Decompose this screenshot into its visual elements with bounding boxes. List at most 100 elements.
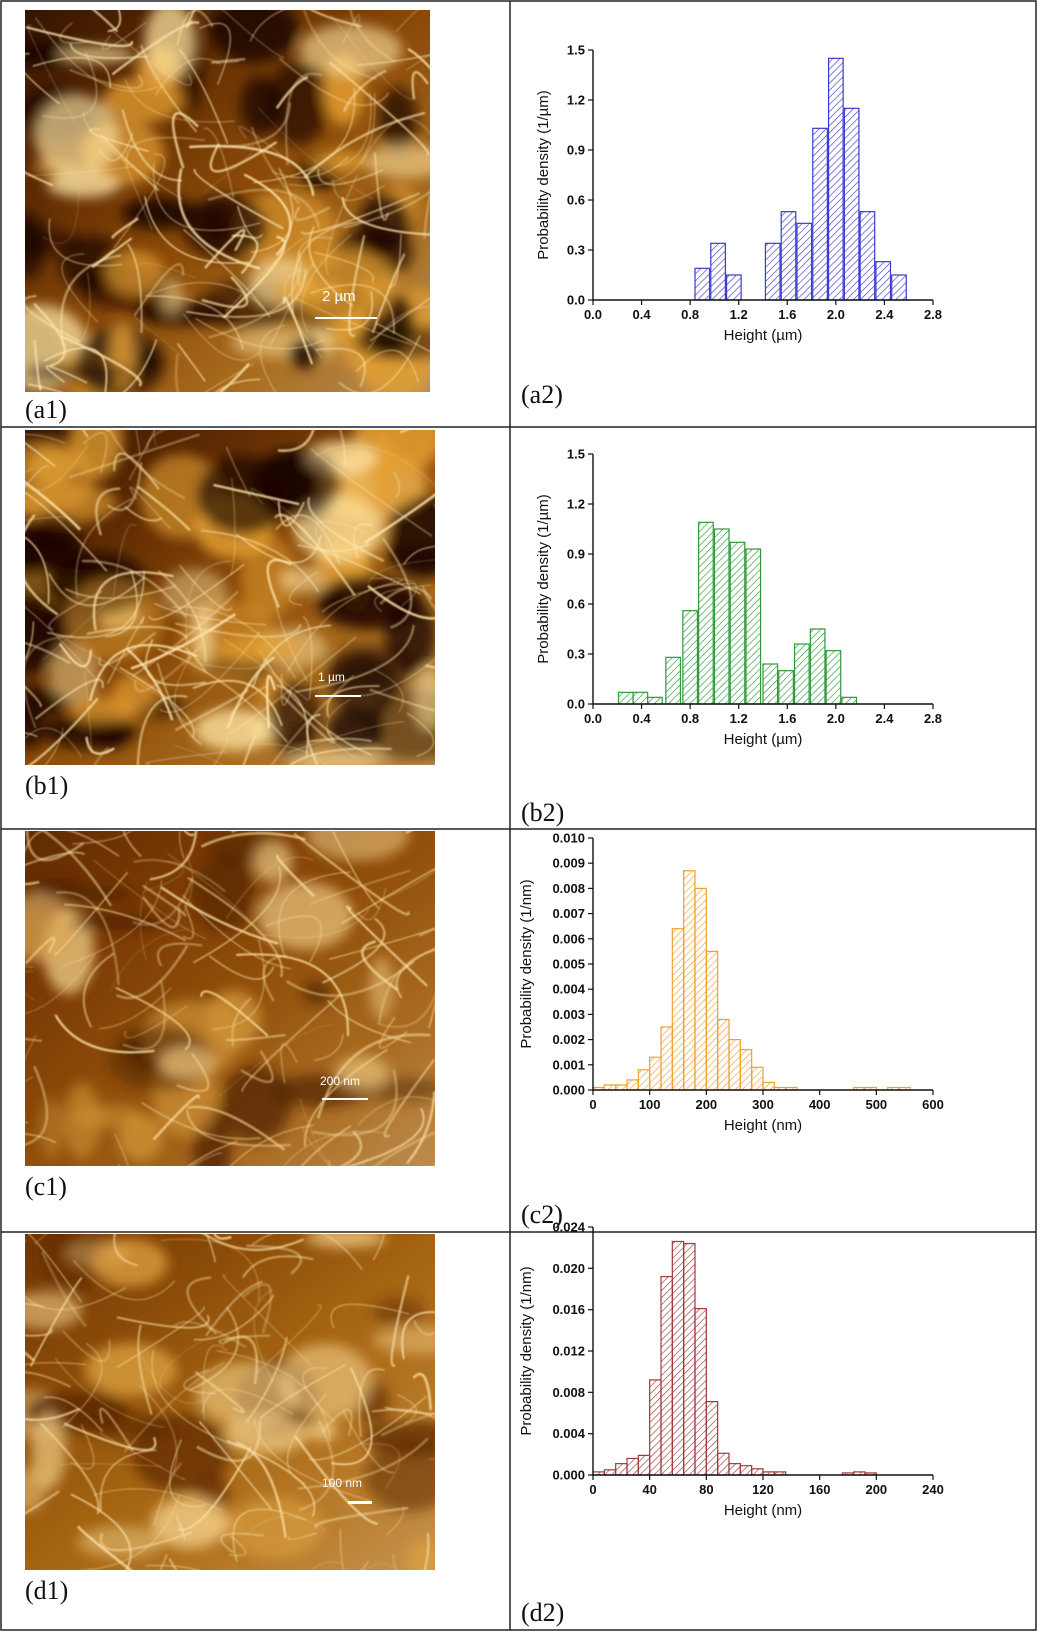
scale-bar-c1 [322, 1098, 368, 1100]
y-tick-label: 0.008 [552, 1385, 585, 1400]
scale-bar-b1 [315, 695, 361, 697]
histogram-bar [729, 541, 746, 705]
histogram-bar [637, 1069, 651, 1091]
x-tick-label: 0.8 [681, 307, 699, 322]
histogram-bar [739, 1465, 753, 1476]
y-tick-label: 0.020 [552, 1261, 585, 1276]
histogram-bar [762, 663, 779, 705]
histogram-bar [796, 222, 813, 301]
y-tick-label: 0.004 [552, 1426, 585, 1441]
histogram-bar [809, 628, 826, 705]
axis-lines [592, 1227, 933, 1476]
y-tick-label: 0.010 [552, 831, 585, 846]
y-tick-label: 0.9 [567, 547, 585, 562]
histogram-bar [617, 691, 634, 705]
y-tick-label: 0.006 [552, 931, 585, 946]
x-tick-label: 500 [865, 1097, 887, 1112]
histogram-bar [632, 691, 649, 705]
histogram-bar [683, 1242, 696, 1476]
x-tick-label: 160 [809, 1482, 831, 1497]
histogram-a2: 0.0 0.4 0.8 1.2 1.6 2.0 2.4 2.8 0.0 0.3 0.6 0.9 1.2 1… [535, 43, 942, 345]
histogram-bar [875, 261, 892, 301]
x-tick-label: 2.4 [875, 711, 894, 726]
histogram-bar [717, 1018, 730, 1091]
histogram-bar [694, 1308, 707, 1476]
histogram-bar [647, 696, 663, 705]
panel-label-b2: (b2) [521, 798, 565, 827]
x-tick-label: 0.0 [584, 307, 602, 322]
x-tick-label: 0.4 [633, 711, 652, 726]
x-tick-label: 240 [922, 1482, 944, 1497]
histogram-bar [603, 1084, 617, 1091]
histogram-c2: 0 100 200 300 400 500 600 0.000 0.001 0.002 0.003 0… [518, 831, 944, 1135]
x-tick-label: 80 [699, 1482, 713, 1497]
afm-image-a1 [25, 10, 430, 392]
afm-image-d1 [25, 1234, 435, 1570]
y-tick-label: 0.005 [552, 957, 585, 972]
y-tick-label: 0.000 [552, 1083, 585, 1098]
x-tick-label: 2.4 [875, 307, 894, 322]
x-tick-label: 1.2 [730, 711, 748, 726]
histogram-bar [780, 211, 797, 301]
x-axis-label: Height (nm) [724, 1502, 802, 1519]
afm-image-b1 [25, 430, 435, 765]
x-tick-label: 2.0 [827, 307, 845, 322]
x-tick-label: 300 [752, 1097, 774, 1112]
y-tick-label: 1.2 [567, 497, 585, 512]
histogram-bar [764, 242, 781, 301]
scale-bar-a1 [315, 317, 377, 319]
y-tick-label: 0.016 [552, 1302, 585, 1317]
y-tick-label: 0.007 [552, 906, 585, 921]
x-tick-label: 1.2 [730, 307, 748, 322]
y-axis-label: Probability density (1/nm) [518, 1266, 535, 1435]
y-tick-label: 0.0 [567, 293, 585, 308]
y-tick-label: 0.0 [567, 697, 585, 712]
x-tick-label: 40 [642, 1482, 656, 1497]
y-tick-label: 0.002 [552, 1032, 585, 1047]
histogram-bar [762, 1081, 775, 1091]
scale-bar-d1 [348, 1501, 372, 1504]
y-tick-label: 0.9 [567, 143, 585, 158]
histogram-bar [739, 1049, 753, 1091]
histogram-bar [710, 242, 726, 301]
histogram-bar [603, 1469, 617, 1476]
histogram-bar [793, 643, 810, 705]
panel-label-d1: (d1) [25, 1576, 69, 1605]
histogram-bar [671, 1240, 685, 1476]
histogram-bar [745, 548, 762, 705]
x-tick-label: 1.6 [778, 307, 796, 322]
histogram-bar [682, 610, 699, 705]
histogram-b2: 0.0 0.4 0.8 1.2 1.6 2.0 2.4 2.8 0.0 0.3 0.6 0.9 1.2 1… [535, 447, 942, 749]
histogram-bar [705, 950, 719, 1091]
y-axis-label: Probability density (1/µm) [535, 90, 552, 260]
x-tick-label: 600 [922, 1097, 944, 1112]
histogram-bar [683, 870, 696, 1091]
panel-label-c1: (c1) [25, 1172, 67, 1201]
histogram-bar [751, 1468, 764, 1476]
x-axis-label: Height (nm) [724, 1117, 802, 1134]
y-axis-label: Probability density (1/nm) [518, 879, 535, 1048]
afm-image-c1 [25, 831, 435, 1166]
histogram-bar [717, 1452, 730, 1476]
histogram-bar [660, 1026, 673, 1091]
histogram-bar [825, 650, 842, 705]
histogram-bar [859, 211, 876, 301]
y-tick-label: 0.004 [552, 982, 585, 997]
y-tick-label: 0.001 [552, 1057, 585, 1072]
x-tick-label: 2.8 [924, 711, 942, 726]
x-tick-label: 200 [865, 1482, 887, 1497]
y-tick-label: 0.012 [552, 1344, 585, 1359]
y-tick-label: 0.024 [552, 1220, 585, 1235]
histogram-bar [812, 127, 828, 301]
histogram-bar [649, 1056, 662, 1091]
y-tick-label: 0.008 [552, 881, 585, 896]
y-tick-label: 0.003 [552, 1007, 585, 1022]
x-tick-label: 0 [589, 1482, 596, 1497]
histogram-bar [694, 267, 711, 301]
y-tick-label: 0.6 [567, 193, 585, 208]
x-tick-label: 2.0 [827, 711, 845, 726]
x-tick-label: 0.8 [681, 711, 699, 726]
histogram-d2: 0 40 80 120 160 200 240 0.000 0.004 0.008 0.012 0.0… [518, 1220, 944, 1520]
